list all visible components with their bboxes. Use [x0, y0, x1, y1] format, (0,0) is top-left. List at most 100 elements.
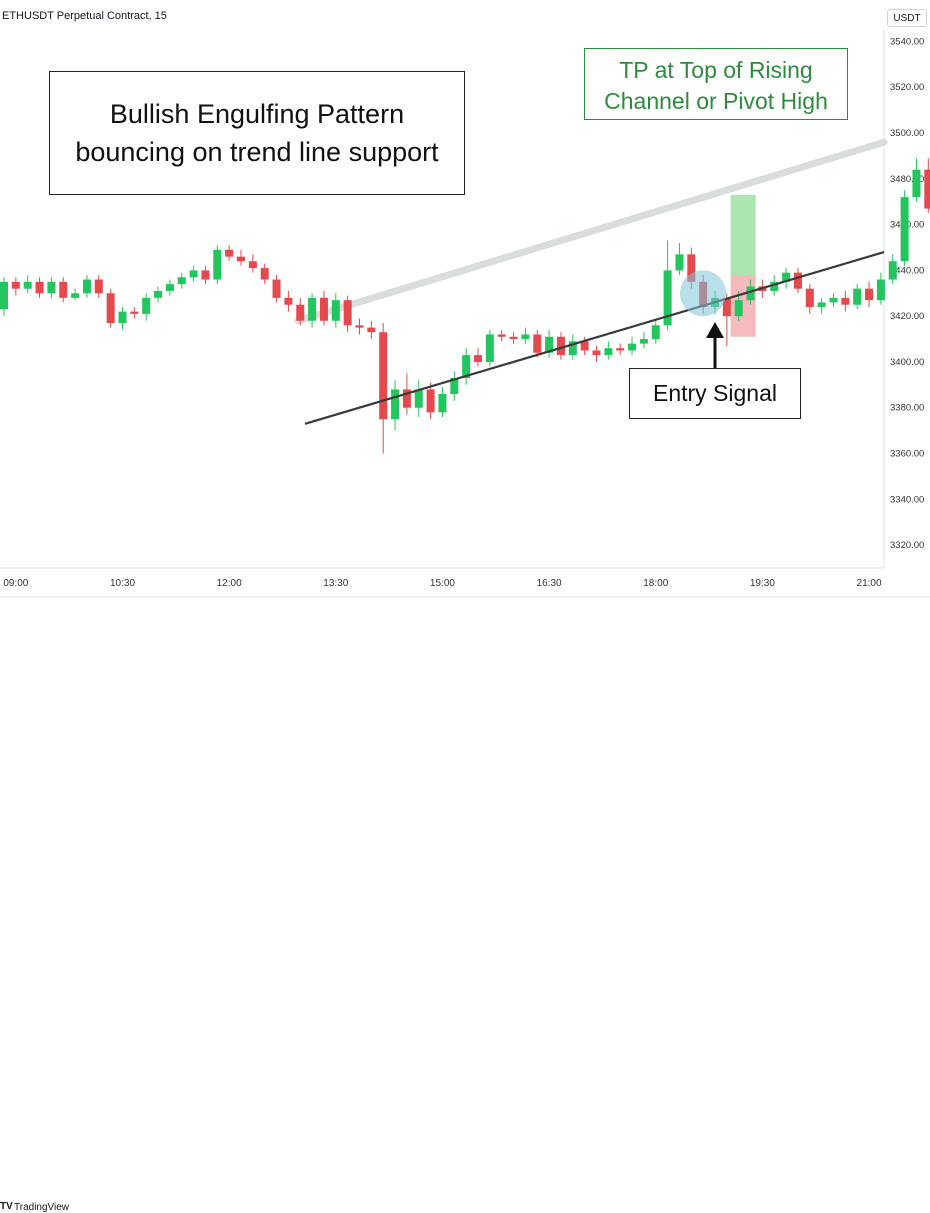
- candle-body: [118, 311, 127, 324]
- candle-body: [485, 334, 494, 362]
- candle-body: [793, 272, 802, 289]
- rising-channel-line: [294, 138, 888, 325]
- candle-body: [426, 389, 435, 413]
- candle-body: [580, 341, 589, 351]
- price-chart[interactable]: 3540.003520.003500.003480.003460.003440.…: [0, 0, 930, 620]
- candle-body: [402, 389, 411, 408]
- price-tick-label: 3360.00: [890, 449, 924, 460]
- candle-body: [296, 304, 305, 321]
- candle-body: [94, 279, 103, 294]
- candle-body: [900, 197, 909, 262]
- entry-signal-box: Entry Signal: [629, 368, 801, 419]
- entry-arrow-head: [706, 322, 724, 338]
- price-tick-label: 3340.00: [890, 494, 924, 505]
- candle-body: [414, 389, 423, 408]
- tradingview-brand[interactable]: TradingView: [14, 1202, 70, 1213]
- candle-body: [177, 277, 186, 285]
- candle-body: [213, 249, 222, 280]
- candle-body: [841, 297, 850, 305]
- candle-body: [616, 348, 625, 351]
- symbol-title[interactable]: ETHUSDT Perpetual Contract, 15: [2, 10, 167, 22]
- tradingview-logo-icon: TV: [0, 1201, 13, 1212]
- chart-footer: TV TradingView: [0, 598, 930, 1213]
- candle-body: [782, 272, 791, 282]
- pattern-annotation-box: Bullish Engulfing Pattern bouncing on tr…: [49, 71, 465, 195]
- price-tick-label: 3480.00: [890, 174, 924, 185]
- candle-body: [675, 254, 684, 271]
- candle-body: [308, 297, 317, 321]
- candle-body: [722, 297, 731, 317]
- candle-body: [865, 288, 874, 301]
- candle-body: [47, 281, 56, 294]
- candle-body: [11, 281, 20, 289]
- time-tick-label: 15:00: [430, 578, 455, 589]
- candle-body: [853, 288, 862, 305]
- candle-body: [924, 169, 930, 209]
- candle-body: [0, 281, 8, 310]
- candle-body: [284, 297, 293, 305]
- candle-body: [746, 286, 755, 301]
- candle-body: [829, 297, 838, 303]
- pattern-annotation-line-2: bouncing on trend line support: [75, 137, 439, 167]
- time-tick-label: 13:30: [323, 578, 348, 589]
- candle-body: [237, 256, 245, 262]
- time-tick-label: 10:30: [110, 578, 135, 589]
- candle-body: [450, 377, 459, 395]
- candle-body: [391, 389, 400, 420]
- price-tick-label: 3500.00: [890, 128, 924, 139]
- candle-body: [201, 270, 210, 280]
- candle-body: [130, 311, 139, 314]
- candle-body: [248, 261, 257, 269]
- candle-body: [509, 336, 518, 340]
- candle-body: [556, 336, 565, 356]
- trend-line-support: [304, 251, 885, 425]
- time-tick-label: 18:00: [643, 578, 668, 589]
- candle-body: [35, 281, 44, 294]
- candle-body: [651, 325, 660, 340]
- candle-body: [545, 336, 554, 353]
- candle-body: [82, 279, 91, 294]
- candle-body: [23, 281, 32, 289]
- price-tick-label: 3520.00: [890, 82, 924, 93]
- candle-body: [687, 254, 696, 282]
- candle-body: [106, 293, 115, 324]
- candle-body: [888, 261, 897, 280]
- candle-body: [805, 288, 814, 308]
- candle-body: [331, 300, 340, 321]
- candle-body: [521, 334, 530, 340]
- tp-annotation-line-2: Channel or Pivot High: [604, 88, 828, 114]
- candle-body: [817, 302, 826, 308]
- candle-body: [592, 350, 601, 356]
- candle-body: [462, 355, 471, 378]
- candle-body: [474, 355, 482, 362]
- candle-body: [604, 348, 613, 356]
- stop-loss-zone: [730, 274, 756, 337]
- tp-annotation-line-1: TP at Top of Rising: [619, 57, 813, 83]
- candle-body: [142, 297, 151, 314]
- currency-button[interactable]: USDT: [887, 9, 927, 27]
- candle-body: [225, 249, 234, 257]
- candle-body: [272, 279, 281, 298]
- candle-body: [343, 300, 352, 326]
- take-profit-zone: [730, 194, 756, 275]
- candle-body: [876, 279, 885, 301]
- candle-body: [568, 341, 577, 356]
- price-tick-label: 3420.00: [890, 311, 924, 322]
- candle-body: [770, 281, 779, 291]
- price-tick-label: 3400.00: [890, 357, 924, 368]
- time-tick-label: 12:00: [217, 578, 242, 589]
- chart-header: ETHUSDT Perpetual Contract, 15 USDT: [0, 0, 930, 30]
- candle-body: [165, 284, 174, 291]
- candle-body: [189, 270, 198, 278]
- tp-annotation-box: TP at Top of Rising Channel or Pivot Hig…: [584, 48, 848, 120]
- candle-body: [628, 343, 637, 351]
- candle-body: [639, 339, 648, 344]
- candle-body: [663, 270, 672, 326]
- candle-body: [438, 394, 447, 413]
- candle-body: [734, 300, 743, 317]
- time-tick-label: 19:30: [750, 578, 775, 589]
- candle-body: [367, 327, 376, 333]
- time-tick-label: 09:00: [3, 578, 28, 589]
- candle-body: [154, 290, 163, 298]
